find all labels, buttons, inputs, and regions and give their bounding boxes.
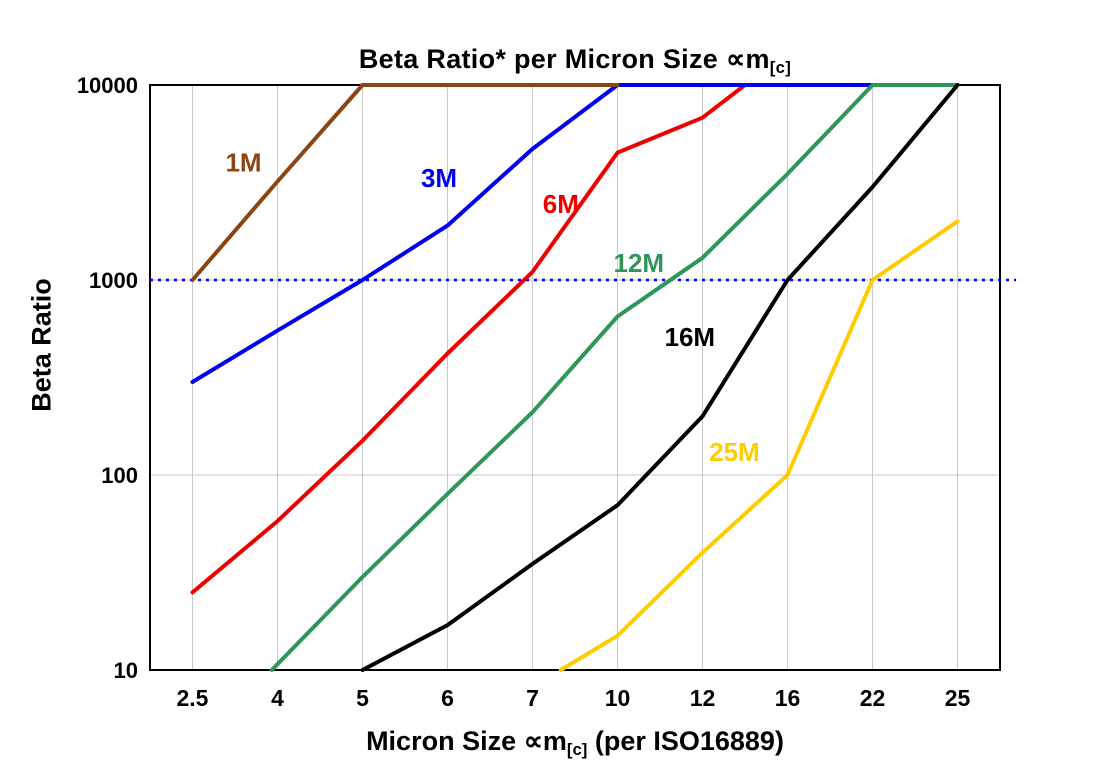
series-line-1M <box>190 83 620 282</box>
y-axis-title: Beta Ratio <box>26 278 57 412</box>
x-tick-label: 7 <box>526 685 539 711</box>
plot-area <box>150 85 1000 670</box>
chart-title-subscript: [c] <box>769 57 792 77</box>
x-tick-label: 10 <box>605 685 631 711</box>
y-tick-label: 1000 <box>89 268 138 293</box>
series-label-12M: 12M <box>614 248 665 278</box>
x-tick-label: 2.5 <box>177 685 209 711</box>
y-tick-label: 10 <box>114 658 138 683</box>
x-axis-title: Micron Size ∝m[c] (per ISO16889) <box>150 726 1000 759</box>
series-label-3M: 3M <box>421 163 457 193</box>
chart-title: Beta Ratio* per Micron Size ∝m[c] <box>150 44 1000 77</box>
series-label-16M: 16M <box>665 322 716 352</box>
x-tick-label: 4 <box>271 685 284 711</box>
x-axis-title-text: Micron Size ∝m <box>366 726 567 756</box>
x-tick-label: 12 <box>690 685 716 711</box>
x-tick-label: 22 <box>860 685 886 711</box>
y-tick-label: 10000 <box>77 73 138 98</box>
x-axis-title-subscript: [c] <box>566 739 588 759</box>
x-tick-label: 16 <box>775 685 801 711</box>
series-line-16M <box>360 83 960 672</box>
series-label-25M: 25M <box>709 437 760 467</box>
series-line-6M <box>190 83 747 595</box>
x-tick-label: 25 <box>945 685 971 711</box>
x-tick-label: 6 <box>441 685 454 711</box>
series-label-6M: 6M <box>543 189 579 219</box>
chart-title-text: Beta Ratio* per Micron Size ∝m <box>358 44 770 74</box>
series-label-1M: 1M <box>225 148 261 178</box>
series-line-12M <box>269 83 960 672</box>
x-tick-label: 5 <box>356 685 369 711</box>
y-tick-label: 100 <box>101 463 138 488</box>
x-axis-title-suffix: (per ISO16889) <box>587 726 784 756</box>
series-line-25M <box>558 219 960 672</box>
